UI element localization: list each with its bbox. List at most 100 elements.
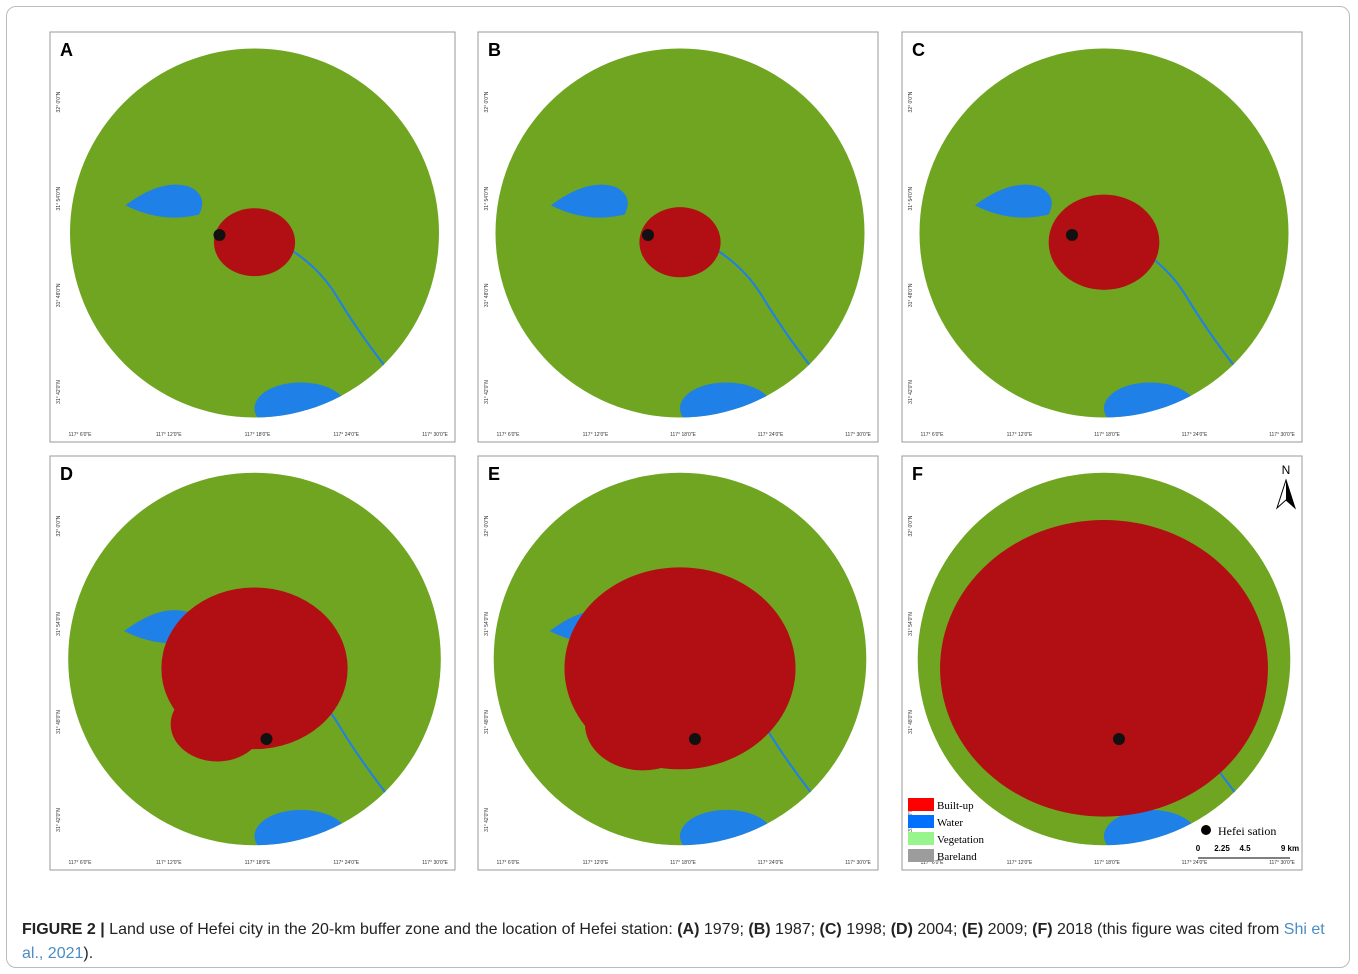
y-tick-label: 31° 42'0"N: [908, 380, 914, 404]
y-tick-label: 32° 0'0"N: [908, 91, 914, 112]
y-tick-label: 31° 48'0"N: [484, 710, 490, 734]
x-tick-label: 117° 30'0"E: [845, 860, 871, 866]
station-dot: [214, 229, 226, 241]
legend-swatch: [908, 832, 934, 845]
x-tick-label: 117° 12'0"E: [156, 860, 182, 866]
caption-part: Land use of Hefei city in the 20-km buff…: [105, 921, 678, 938]
y-tick-label: 32° 0'0"N: [484, 91, 490, 112]
y-tick-label: 31° 48'0"N: [56, 710, 62, 734]
page: A 117° 6'0"E 117° 12'0"E 117° 18'0"E 117° 24…: [0, 0, 1358, 974]
x-tick-label: 117° 6'0"E: [69, 432, 93, 438]
y-tick-label: 31° 54'0"N: [908, 612, 914, 636]
legend-label: Bareland: [937, 851, 977, 863]
legend-label: Water: [937, 817, 963, 829]
built-up-area: [1049, 195, 1160, 290]
x-tick-label: 117° 12'0"E: [583, 432, 609, 438]
panel-letter: E: [488, 464, 500, 484]
x-tick-label: 117° 30'0"E: [1269, 860, 1295, 866]
x-tick-label: 117° 18'0"E: [1094, 432, 1120, 438]
legend-swatch: [908, 798, 934, 811]
y-tick-label: 32° 0'0"N: [484, 515, 490, 536]
station-dot: [1066, 229, 1078, 241]
built-up-area: [214, 208, 295, 276]
caption-part: 1987;: [771, 921, 820, 938]
y-tick-label: 31° 48'0"N: [484, 283, 490, 307]
caption-part: 1979;: [699, 921, 748, 938]
x-tick-label: 117° 18'0"E: [1094, 860, 1120, 866]
legend-label: Vegetation: [937, 834, 985, 846]
caption-part: 1998;: [842, 921, 891, 938]
x-tick-label: 117° 30'0"E: [845, 432, 871, 438]
legend-swatch: [908, 815, 934, 828]
scale-label: 0: [1196, 844, 1201, 853]
x-tick-label: 117° 6'0"E: [69, 860, 93, 866]
y-tick-label: 31° 54'0"N: [56, 612, 62, 636]
scale-label: 2.25: [1214, 844, 1230, 853]
y-tick-label: 31° 42'0"N: [56, 808, 62, 832]
panel-letter: A: [60, 40, 73, 60]
panel-letter: D: [60, 464, 73, 484]
caption-part: 2009;: [983, 921, 1032, 938]
y-tick-label: 31° 48'0"N: [56, 283, 62, 307]
y-tick-label: 31° 48'0"N: [908, 710, 914, 734]
caption-part: (F): [1032, 921, 1052, 938]
y-tick-label: 32° 0'0"N: [908, 515, 914, 536]
x-tick-label: 117° 6'0"E: [497, 860, 521, 866]
caption-part: (B): [748, 921, 770, 938]
caption-part: (D): [891, 921, 913, 938]
y-tick-label: 31° 54'0"N: [908, 186, 914, 210]
y-tick-label: 32° 0'0"N: [56, 91, 62, 112]
x-tick-label: 117° 24'0"E: [333, 432, 359, 438]
x-tick-label: 117° 12'0"E: [156, 432, 182, 438]
x-tick-label: 117° 24'0"E: [758, 860, 784, 866]
scale-label: 4.5: [1239, 844, 1251, 853]
x-tick-label: 117° 24'0"E: [1182, 860, 1208, 866]
x-tick-label: 117° 12'0"E: [583, 860, 609, 866]
y-tick-label: 31° 48'0"N: [908, 283, 914, 307]
built-up-area: [585, 678, 701, 770]
legend-station-label: Hefei sation: [1218, 824, 1276, 838]
station-dot: [642, 229, 654, 241]
built-up-area: [639, 207, 720, 277]
legend-label: Built-up: [937, 800, 974, 812]
x-tick-label: 117° 30'0"E: [1269, 432, 1295, 438]
caption-part: 2004;: [913, 921, 962, 938]
built-up-area: [985, 659, 1149, 790]
figure: A 117° 6'0"E 117° 12'0"E 117° 18'0"E 117° 24…: [0, 0, 1358, 900]
y-tick-label: 31° 54'0"N: [56, 186, 62, 210]
y-tick-label: 31° 54'0"N: [484, 186, 490, 210]
x-tick-label: 117° 24'0"E: [333, 860, 359, 866]
y-tick-label: 31° 42'0"N: [484, 808, 490, 832]
caption: FIGURE 2 | Land use of Hefei city in the…: [22, 918, 1332, 966]
x-tick-label: 117° 12'0"E: [1007, 860, 1033, 866]
station-dot: [1113, 733, 1125, 745]
north-label: N: [1282, 463, 1291, 477]
caption-part: (C): [820, 921, 842, 938]
station-dot: [261, 733, 273, 745]
legend-swatch: [908, 849, 934, 862]
panel-letter: B: [488, 40, 501, 60]
legend-station: [1201, 825, 1211, 835]
x-tick-label: 117° 30'0"E: [422, 860, 448, 866]
caption-part: (E): [962, 921, 983, 938]
x-tick-label: 117° 24'0"E: [758, 432, 784, 438]
y-tick-label: 31° 42'0"N: [56, 380, 62, 404]
y-tick-label: 31° 42'0"N: [484, 380, 490, 404]
x-tick-label: 117° 6'0"E: [497, 432, 521, 438]
caption-part: (A): [677, 921, 699, 938]
y-tick-label: 32° 0'0"N: [56, 515, 62, 536]
station-dot: [689, 733, 701, 745]
x-tick-label: 117° 30'0"E: [422, 432, 448, 438]
caption-part: FIGURE 2 |: [22, 921, 105, 938]
caption-part: ).: [83, 945, 93, 962]
x-tick-label: 117° 18'0"E: [245, 860, 271, 866]
panel-letter: C: [912, 40, 925, 60]
caption-part: 2018 (this figure was cited from: [1053, 921, 1284, 938]
x-tick-label: 117° 12'0"E: [1007, 432, 1033, 438]
x-tick-label: 117° 6'0"E: [921, 432, 945, 438]
y-tick-label: 31° 54'0"N: [484, 612, 490, 636]
x-tick-label: 117° 18'0"E: [670, 432, 696, 438]
panel-letter: F: [912, 464, 923, 484]
scale-label: 9 km: [1281, 844, 1299, 853]
x-tick-label: 117° 18'0"E: [670, 860, 696, 866]
